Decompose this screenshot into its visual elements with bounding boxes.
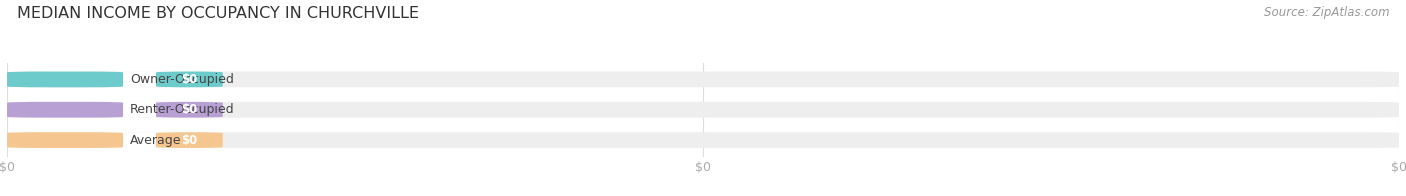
Text: Owner-Occupied: Owner-Occupied bbox=[129, 73, 233, 86]
FancyBboxPatch shape bbox=[156, 102, 222, 118]
Text: Source: ZipAtlas.com: Source: ZipAtlas.com bbox=[1264, 6, 1389, 19]
FancyBboxPatch shape bbox=[7, 132, 222, 148]
FancyBboxPatch shape bbox=[156, 72, 222, 87]
Text: Average: Average bbox=[129, 134, 181, 147]
FancyBboxPatch shape bbox=[7, 132, 1399, 148]
FancyBboxPatch shape bbox=[7, 72, 222, 87]
FancyBboxPatch shape bbox=[7, 72, 124, 87]
Text: Renter-Occupied: Renter-Occupied bbox=[129, 103, 235, 116]
Text: $0: $0 bbox=[181, 134, 197, 147]
FancyBboxPatch shape bbox=[156, 132, 222, 148]
Text: $0: $0 bbox=[181, 73, 197, 86]
FancyBboxPatch shape bbox=[7, 102, 222, 118]
FancyBboxPatch shape bbox=[7, 102, 124, 118]
Text: $0: $0 bbox=[181, 103, 197, 116]
FancyBboxPatch shape bbox=[7, 102, 1399, 118]
Text: MEDIAN INCOME BY OCCUPANCY IN CHURCHVILLE: MEDIAN INCOME BY OCCUPANCY IN CHURCHVILL… bbox=[17, 6, 419, 21]
FancyBboxPatch shape bbox=[7, 132, 124, 148]
FancyBboxPatch shape bbox=[7, 72, 1399, 87]
